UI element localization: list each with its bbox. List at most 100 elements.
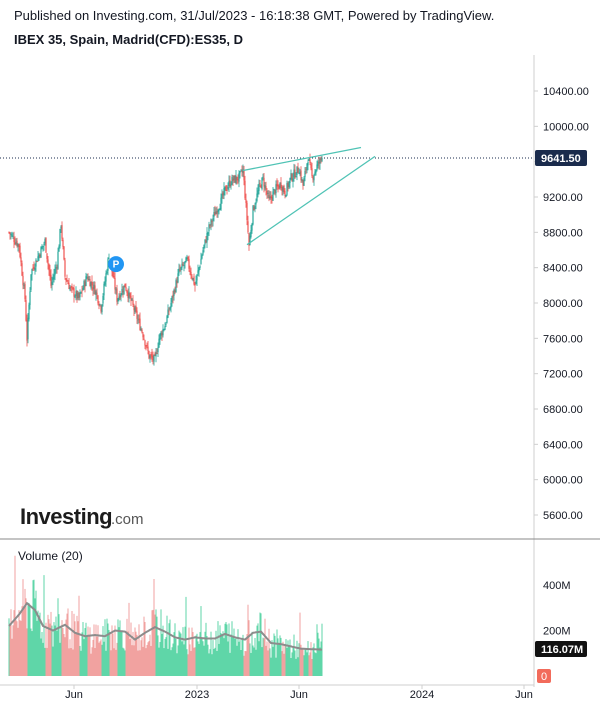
volume-bar (311, 659, 313, 676)
volume-bar (30, 628, 32, 676)
volume-bar (85, 622, 87, 676)
candle-body (77, 292, 79, 299)
volume-bar (228, 623, 230, 676)
volume-bar (150, 645, 152, 676)
candle-body (124, 283, 126, 288)
candle-body (225, 185, 227, 191)
candle-body (276, 183, 278, 187)
volume-bar (120, 631, 122, 676)
volume-bar (220, 633, 222, 676)
candle-body (26, 319, 28, 341)
volume-bar (200, 606, 202, 676)
volume-bar (151, 610, 153, 676)
volume-bar (93, 624, 95, 676)
candle-body (263, 177, 265, 187)
volume-bar (203, 645, 205, 676)
candle-body (130, 295, 132, 302)
candle-body (192, 277, 194, 280)
candle-body (261, 177, 263, 190)
candle-body (227, 186, 229, 189)
volume-bars (8, 555, 323, 676)
volume-bar (212, 640, 214, 676)
volume-bar (272, 646, 274, 676)
volume-bar (77, 621, 79, 676)
candle-body (44, 239, 46, 244)
candle-body (237, 179, 239, 181)
candle-body (216, 211, 218, 214)
candle-body (113, 276, 115, 278)
candle-body (30, 274, 32, 290)
volume-bar (280, 637, 282, 676)
volume-bar (70, 648, 72, 676)
volume-bar (152, 609, 154, 676)
candle-body (199, 265, 201, 268)
candle-body (197, 270, 199, 274)
volume-tick-label: 200M (543, 626, 571, 638)
candle-body (54, 269, 56, 276)
volume-zero-badge (537, 669, 551, 683)
candle-body (233, 175, 235, 180)
candle-body (39, 254, 41, 257)
volume-bar (87, 626, 89, 676)
price-tick-label: 10000.00 (543, 121, 589, 133)
candle-body (181, 263, 183, 268)
volume-bar (51, 625, 53, 676)
candle-body (35, 259, 37, 267)
candle-body (242, 169, 244, 174)
volume-bar (281, 651, 283, 676)
candle-body (259, 182, 261, 185)
candle-body (211, 220, 213, 222)
volume-bar (246, 634, 248, 676)
published-line: Published on Investing.com, 31/Jul/2023 … (14, 8, 495, 23)
volume-bar (188, 627, 190, 676)
volume-bar (102, 626, 104, 676)
volume-bar (255, 649, 257, 676)
volume-bar (251, 631, 253, 676)
candle-body (133, 305, 135, 311)
wedge-upper-trendline[interactable] (242, 146, 362, 172)
volume-bar (275, 657, 277, 676)
volume-bar (32, 580, 34, 676)
candle-body (241, 170, 243, 173)
volume-bar (224, 623, 226, 676)
candle-body (120, 294, 122, 297)
volume-bar (259, 612, 261, 676)
candle-body (177, 273, 179, 283)
time-tick-label: Jun (290, 689, 308, 701)
candle-body (250, 230, 252, 237)
volume-bar (179, 632, 181, 676)
candle-body (40, 247, 42, 258)
volume-bar (52, 646, 54, 676)
volume-bar (317, 632, 319, 676)
volume-bar (288, 645, 290, 676)
volume-bar (25, 598, 27, 676)
candle-body (163, 329, 165, 331)
volume-bar (269, 648, 271, 676)
candle-body (279, 182, 281, 188)
candle-body (98, 304, 100, 306)
volume-bar (138, 624, 140, 676)
volume-bar (64, 637, 66, 676)
price-tick-label: 7600.00 (543, 333, 583, 345)
candle-body (154, 353, 156, 356)
candle-body (84, 281, 86, 287)
volume-bar (249, 643, 251, 676)
candle-body (269, 196, 271, 199)
candle-body (41, 246, 43, 249)
volume-bar (309, 652, 311, 676)
wedge-lower-trendline[interactable] (246, 155, 376, 246)
candle-body (129, 293, 131, 297)
volume-bar (173, 632, 175, 676)
candle-body (56, 267, 58, 269)
volume-bar (236, 645, 238, 676)
volume-bar (208, 653, 210, 676)
event-marker[interactable]: P (108, 256, 124, 273)
volume-bar (277, 638, 279, 676)
volume-bar (141, 637, 143, 676)
candle-body (74, 296, 76, 298)
candle-body (287, 183, 289, 188)
candle-body (89, 279, 91, 287)
investing-logo: Investing .com (20, 504, 144, 529)
candle-body (157, 347, 159, 353)
